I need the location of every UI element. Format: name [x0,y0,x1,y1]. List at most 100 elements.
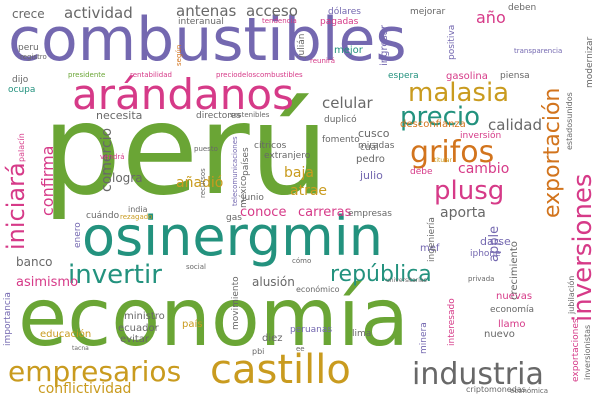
cloud-word: social [186,263,206,271]
cloud-word: país [182,319,203,330]
cloud-word: lima [352,329,372,339]
cloud-word: banco [16,255,53,269]
cloud-word: conflictividad [38,381,132,397]
cloud-word: celular [322,94,373,112]
cloud-word: crecimiento [509,241,520,300]
cloud-word: empresas [348,209,392,219]
cloud-word: fomento [322,135,360,145]
cloud-word: acceso [246,2,298,20]
cloud-word: interanual [178,17,224,27]
cloud-word: positiva [447,24,457,60]
cloud-word: calidad [488,116,543,134]
cloud-word: julio [360,169,383,182]
cloud-word: duplicó [324,115,357,125]
cloud-word: año [476,8,506,27]
cloud-word: registro [20,53,47,61]
cloud-word: gas [226,213,242,223]
cloud-word: gasolina [446,71,488,82]
cloud-word: ee [296,345,305,353]
cloud-word: desconfianza [400,119,466,130]
cloud-word: rezagado [120,213,153,221]
cloud-word: atrae [290,183,328,199]
cloud-word: según [175,44,183,66]
cloud-word: junio [242,193,264,203]
cloud-word: pbi [252,347,265,356]
cloud-word: enero [73,222,83,248]
cloud-word: tacna [72,345,89,352]
cloud-word: económico [296,285,340,294]
cloud-word: méxico [239,175,249,208]
cloud-word: importancia [3,292,13,346]
cloud-word: industria [412,357,544,392]
cloud-word: empresarios [8,355,182,388]
cloud-word: jubilación [567,275,576,314]
cloud-word: evitar [120,334,150,345]
cloud-word: pedro [356,154,385,165]
cloud-word: conoce [240,205,287,220]
cloud-word: directores [196,111,241,121]
cloud-word: exportaciones [571,318,581,382]
cloud-word: estadosunidos [565,92,574,150]
cloud-word: telecomunicaciones [231,136,239,206]
cloud-word: piensa [500,71,530,81]
cloud-word: ingeniería [427,217,437,262]
cloud-word: pagadas [320,17,359,27]
cloud-word: malasia [408,78,510,108]
cloud-word: india [128,205,148,214]
cloud-word: reunirá [310,57,336,65]
cloud-word: julián [297,33,307,58]
cloud-word: osinergmin [82,205,383,268]
cloud-word: universitarias [386,277,427,284]
cloud-word: dólares [328,7,361,17]
cloud-word: debe [410,167,433,177]
cloud-word: minera [419,322,429,354]
cloud-word: baja [284,165,314,181]
cloud-word: cusco [358,127,390,140]
cloud-word: arándanos [72,70,294,119]
cloud-word: nuevas [496,291,533,302]
cloud-word: transparencia [514,47,563,55]
cloud-word: cómo [292,257,312,265]
cloud-word: exportación [540,87,565,218]
cloud-word: invertir [68,260,162,290]
cloud-word: interesado [447,298,457,346]
cloud-word: mef [420,243,440,254]
cloud-word: carreras [298,205,352,220]
cloud-word: mejor [334,45,363,56]
cloud-word: extranjero [264,151,311,161]
cloud-word: vendrá [100,153,125,161]
cloud-word: ingresar [379,25,390,66]
cloud-word: sostenibles [230,111,270,119]
cloud-word: plusg [434,176,505,206]
cloud-word: cambio [458,161,510,177]
cloud-word: aporta [440,205,486,221]
cloud-word: movimiento [231,276,241,330]
cloud-word: inversionistas [583,324,592,380]
cloud-word: actividad [64,4,133,22]
cloud-word: darse [480,235,511,248]
cloud-word: antenas [176,2,237,20]
cloud-word: inversión [460,131,502,141]
cloud-word: crece [12,7,45,21]
cloud-word: ocupa [8,85,36,95]
cloud-word: logra [112,171,143,185]
cloud-word: iniciará [2,162,30,250]
cloud-word: criptomonedas [466,385,526,394]
cloud-word: dijo [12,75,29,85]
cloud-word: alusión [252,275,295,289]
cloud-word: palacín [17,133,26,162]
cloud-word: educación [40,329,92,340]
cloud-word: titular [434,157,452,164]
cloud-word: tendencia [262,17,297,25]
cloud-word: economía [490,305,534,315]
cloud-word: ministro [124,311,165,322]
cloud-word: recursos [199,168,207,198]
cloud-word: nuevo [484,329,515,340]
cloud-word: grifos [410,135,495,170]
cloud-word: combustibles [8,5,407,75]
cloud-word: peru [18,43,39,53]
cloud-word: llamo [498,319,526,330]
cloud-word: espera [388,71,419,81]
cloud-word: economía [18,271,409,364]
